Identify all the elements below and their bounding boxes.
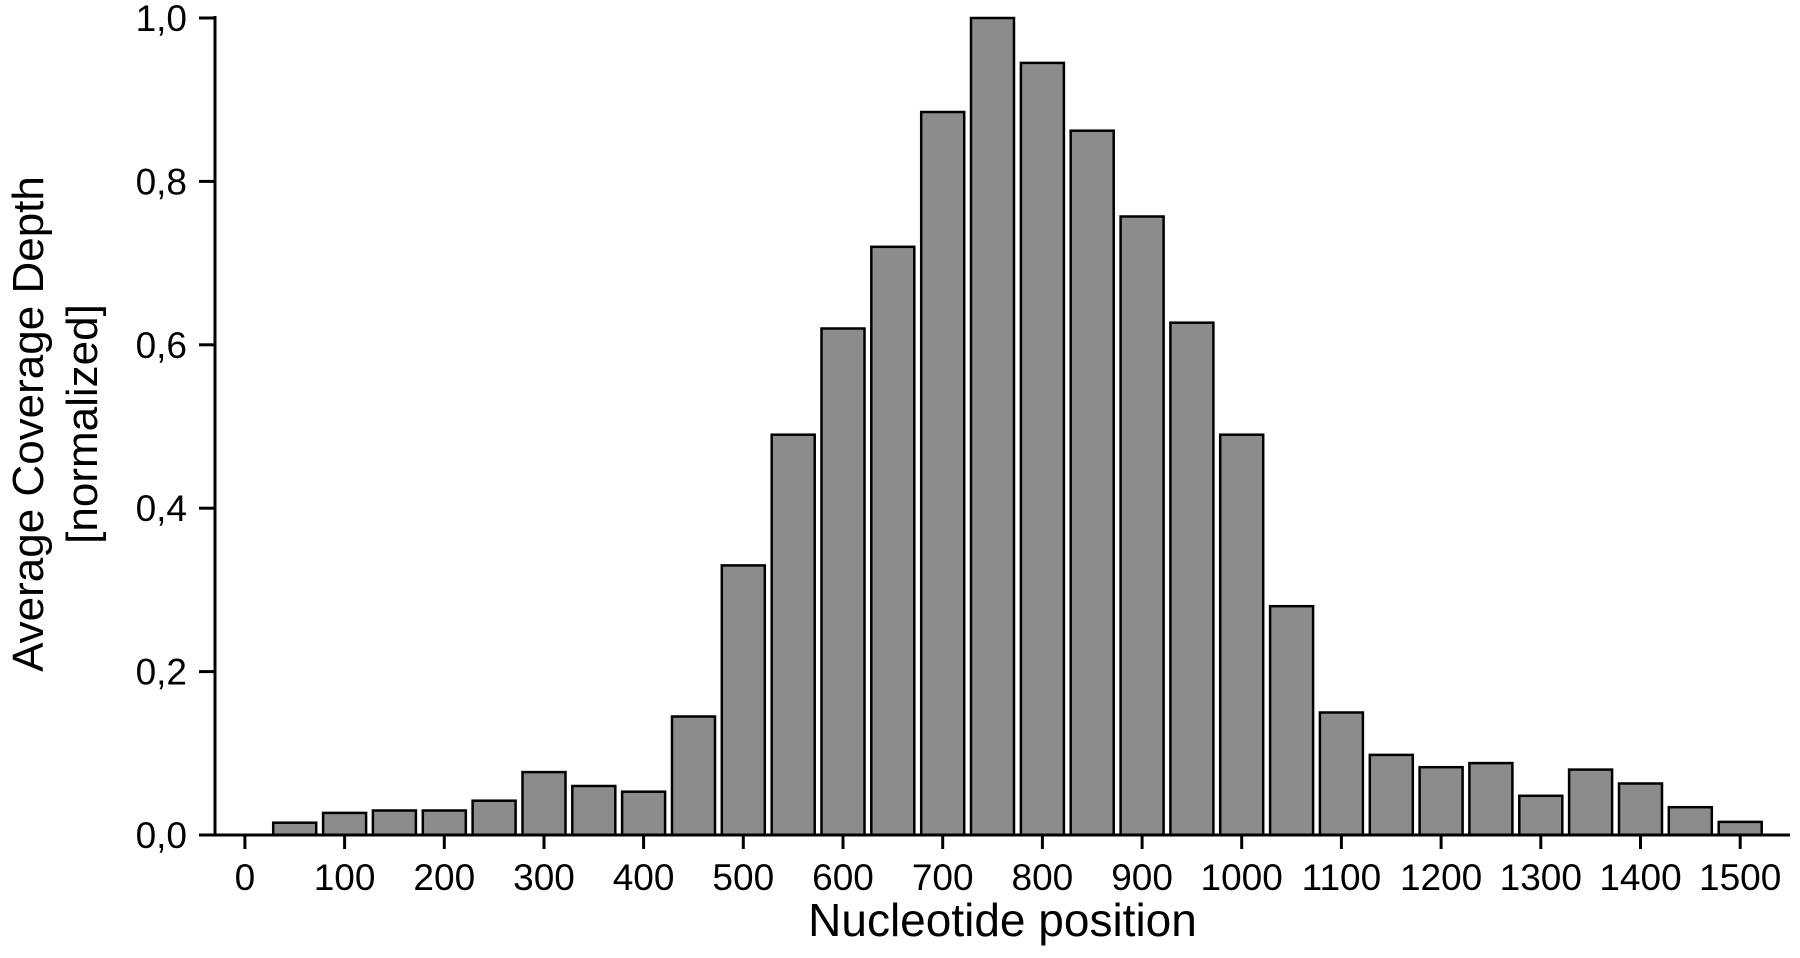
x-tick-label: 1500 bbox=[1699, 857, 1781, 898]
x-tick-label: 1200 bbox=[1400, 857, 1482, 898]
x-tick-label: 100 bbox=[314, 857, 376, 898]
x-tick-label: 1000 bbox=[1201, 857, 1283, 898]
x-tick-label: 700 bbox=[912, 857, 974, 898]
bar bbox=[1169, 321, 1215, 837]
bar bbox=[1069, 129, 1115, 837]
bar bbox=[919, 110, 966, 837]
y-tick-label: 0,0 bbox=[136, 815, 187, 856]
bar bbox=[620, 790, 667, 837]
x-tick-label: 500 bbox=[712, 857, 774, 898]
bar bbox=[1268, 604, 1315, 837]
bar bbox=[421, 809, 468, 837]
x-tick-label: 600 bbox=[812, 857, 874, 898]
x-tick-label: 1400 bbox=[1599, 857, 1681, 898]
bar bbox=[720, 564, 767, 837]
bar bbox=[271, 821, 318, 837]
bar bbox=[1617, 782, 1664, 837]
bar bbox=[670, 715, 717, 837]
x-tick-label: 800 bbox=[1012, 857, 1074, 898]
x-tick-label: 900 bbox=[1111, 857, 1173, 898]
bar bbox=[1418, 765, 1464, 837]
bar bbox=[571, 784, 617, 837]
bar bbox=[1468, 761, 1514, 837]
x-axis-title: Nucleotide position bbox=[808, 894, 1197, 946]
bar bbox=[1368, 753, 1415, 837]
x-tick-label: 0 bbox=[235, 857, 256, 898]
bar bbox=[321, 811, 368, 837]
x-tick-label: 200 bbox=[413, 857, 475, 898]
bar bbox=[969, 16, 1016, 837]
bar bbox=[1119, 215, 1165, 837]
y-tick-label: 0,2 bbox=[136, 652, 187, 693]
bar bbox=[371, 809, 418, 837]
x-tick-label: 1100 bbox=[1302, 857, 1382, 898]
x-tick-label: 1300 bbox=[1500, 857, 1582, 898]
bar bbox=[870, 245, 916, 837]
y-tick-label: 0,8 bbox=[136, 161, 187, 202]
bar bbox=[1218, 433, 1265, 837]
bar bbox=[770, 433, 816, 837]
bar bbox=[820, 327, 866, 837]
bar bbox=[1518, 794, 1564, 837]
bar bbox=[471, 799, 517, 837]
y-tick-label: 1,0 bbox=[136, 0, 187, 39]
x-tick-label: 400 bbox=[613, 857, 675, 898]
bar bbox=[1667, 805, 1714, 837]
y-tick-label: 0,6 bbox=[136, 325, 187, 366]
bar bbox=[1019, 61, 1066, 837]
bar bbox=[1318, 711, 1365, 837]
x-tick-label: 300 bbox=[513, 857, 575, 898]
bar bbox=[1567, 768, 1614, 837]
y-tick-label: 0,4 bbox=[136, 488, 187, 529]
bar bbox=[521, 770, 567, 837]
bar bbox=[1717, 820, 1763, 837]
